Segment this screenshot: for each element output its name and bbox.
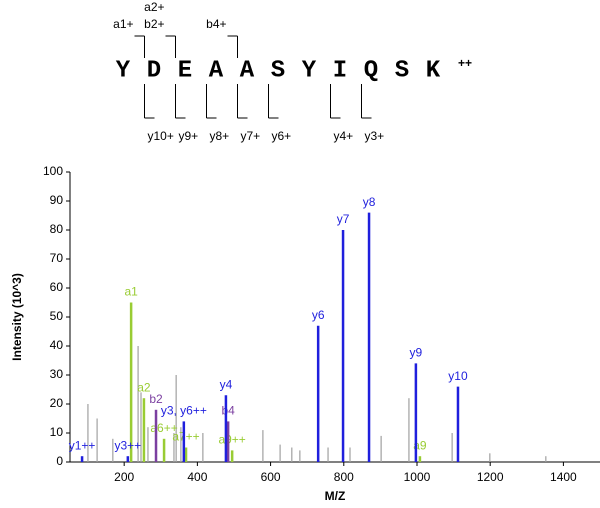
peak-label: y8 xyxy=(363,195,376,209)
peak-label: y3++ xyxy=(114,438,141,452)
c-ion-label: y8+ xyxy=(210,129,230,143)
y-tick-label: 100 xyxy=(43,164,63,178)
n-ion-label: a2+ xyxy=(144,0,164,14)
residue: K xyxy=(426,57,441,84)
y-tick-label: 0 xyxy=(56,454,63,468)
c-ion-label: y3+ xyxy=(365,129,385,143)
peak-label: y7 xyxy=(337,212,350,226)
x-tick-label: 1400 xyxy=(550,470,577,484)
residue: Y xyxy=(302,57,317,84)
y-tick-label: 80 xyxy=(50,222,64,236)
x-tick-label: 200 xyxy=(114,470,134,484)
y-tick-label: 40 xyxy=(50,338,64,352)
x-tick-label: 1000 xyxy=(404,470,431,484)
peak-label: y1++ xyxy=(69,438,96,452)
c-ion-label: y6+ xyxy=(272,129,292,143)
x-tick-label: 800 xyxy=(334,470,354,484)
c-ion-label: y4+ xyxy=(334,129,354,143)
residue: Q xyxy=(364,57,378,84)
x-axis-title: M/Z xyxy=(325,489,346,503)
peak-label: a9++ xyxy=(218,433,245,447)
peak-label: b4 xyxy=(221,404,235,418)
peak-label: y4 xyxy=(220,377,233,391)
residue: S xyxy=(395,57,409,84)
residue: A xyxy=(240,57,255,84)
c-ion-label: y7+ xyxy=(241,129,261,143)
peak-label: a7++ xyxy=(172,430,199,444)
residue: D xyxy=(147,57,161,84)
peak-label: a2 xyxy=(137,380,151,394)
x-tick-label: 1200 xyxy=(477,470,504,484)
y-tick-label: 20 xyxy=(50,396,64,410)
peak-label: y9 xyxy=(410,346,423,360)
y-axis-title: Intensity (10^3) xyxy=(10,273,24,361)
y-tick-label: 60 xyxy=(50,280,64,294)
c-ion-label: y9+ xyxy=(179,129,199,143)
residue: E xyxy=(178,57,192,84)
residue: I xyxy=(333,57,347,84)
x-tick-label: 400 xyxy=(187,470,207,484)
peak-label: a1 xyxy=(124,285,138,299)
charge: ++ xyxy=(458,56,472,70)
residue: S xyxy=(271,57,285,84)
peak-label: y6 xyxy=(312,308,325,322)
y-tick-label: 50 xyxy=(50,309,64,323)
y-tick-label: 90 xyxy=(50,193,64,207)
residue: A xyxy=(209,57,224,84)
n-ion-label: a1+ xyxy=(113,17,133,31)
residue: Y xyxy=(116,57,131,84)
peak-label: y3, y6++ xyxy=(161,404,207,418)
peak-label: y10 xyxy=(448,369,468,383)
y-tick-label: 70 xyxy=(50,251,64,265)
n-ion-label: b2+ xyxy=(144,17,164,31)
x-tick-label: 600 xyxy=(261,470,281,484)
n-ion-label: b4+ xyxy=(206,17,226,31)
y-tick-label: 10 xyxy=(50,425,64,439)
y-tick-label: 30 xyxy=(50,367,64,381)
c-ion-label: y10+ xyxy=(148,129,174,143)
peak-label: b2 xyxy=(149,392,163,406)
